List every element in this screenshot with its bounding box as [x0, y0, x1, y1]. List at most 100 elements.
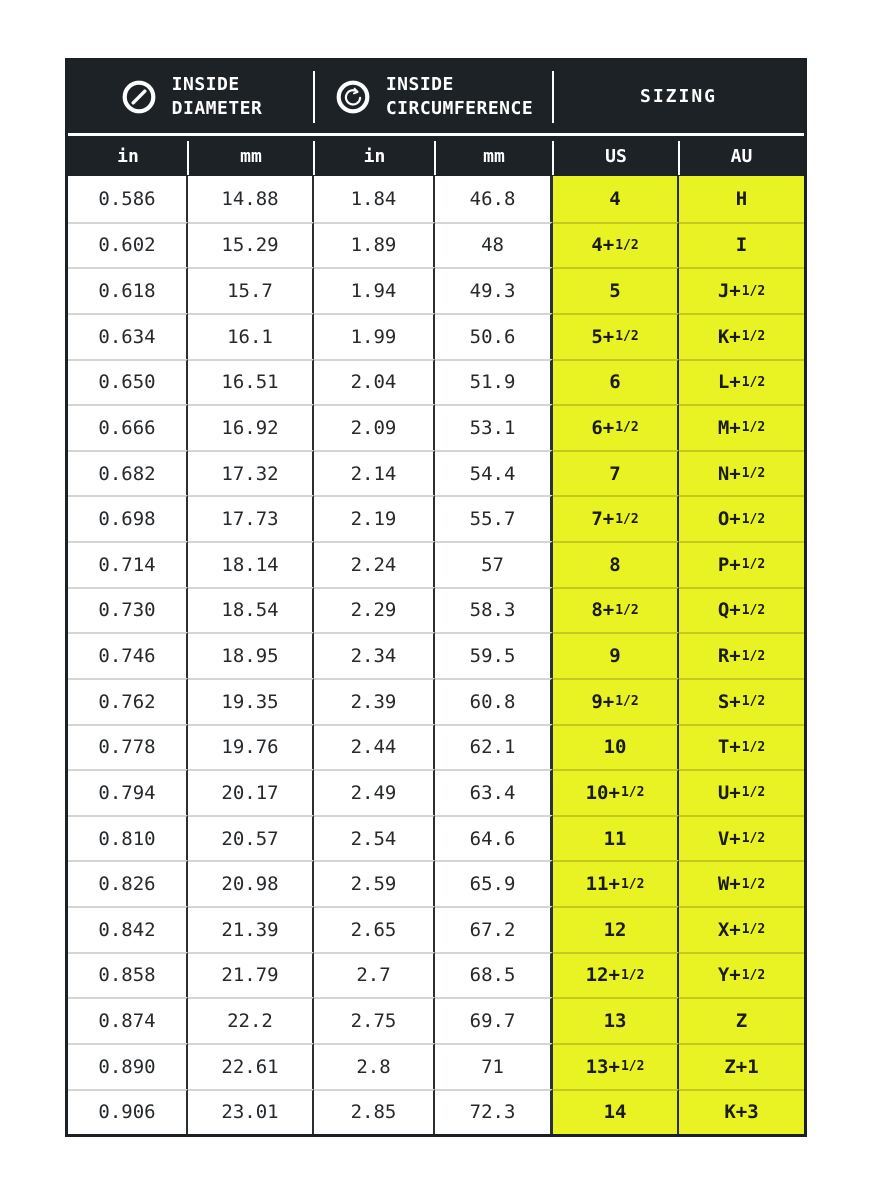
cell-inside-diameter-in: 0.730 [68, 586, 189, 633]
cell-inside-circumference-in: 2.8 [313, 1042, 435, 1089]
cell-us-size: 8 [553, 541, 680, 587]
cell-us-size: 10+ 1/2 [553, 769, 680, 815]
cell-au-size: O+ 1/2 [679, 495, 804, 541]
cell-inside-diameter-mm: 16.1 [188, 312, 314, 359]
cell-us-size: 5 [553, 267, 680, 313]
cell-au-size: I [679, 221, 804, 268]
cell-au-size: K+ 1/2 [679, 312, 804, 359]
cell-inside-diameter-in: 0.650 [68, 358, 189, 405]
unit-label-circumference-in: in [314, 136, 437, 176]
table-row: 0.666 16.92 2.09 53.1 6+ 1/2 M+ 1/2 [68, 404, 804, 450]
cell-inside-diameter-in: 0.634 [68, 312, 189, 359]
cell-au-size: L+ 1/2 [679, 358, 804, 405]
table-row: 0.778 19.76 2.44 62.1 10 T+ 1/2 [68, 723, 804, 770]
cell-us-size: 6+ 1/2 [553, 404, 680, 450]
cell-inside-diameter-in: 0.874 [68, 997, 189, 1043]
cell-us-size: 9 [553, 632, 680, 678]
cell-au-size: V+ 1/2 [679, 814, 804, 861]
cell-inside-circumference-in: 2.44 [313, 723, 435, 770]
table-row: 0.842 21.39 2.65 67.2 12 X+ 1/2 [68, 906, 804, 952]
table-body: 0.586 14.88 1.84 46.8 4 H 0.602 15.29 1.… [68, 176, 804, 1135]
cell-inside-circumference-mm: 49.3 [435, 267, 554, 313]
header-group-label: INSIDE CIRCUMFERENCE [386, 73, 533, 122]
cell-us-size: 5+ 1/2 [553, 312, 680, 359]
table-row: 0.618 15.7 1.94 49.3 5 J+ 1/2 [68, 267, 804, 313]
cell-us-size: 11+ 1/2 [553, 860, 680, 906]
cell-us-size: 7+ 1/2 [553, 495, 680, 541]
cell-inside-diameter-mm: 19.35 [188, 677, 314, 724]
cell-au-size: T+ 1/2 [679, 723, 804, 770]
cell-inside-diameter-mm: 21.39 [188, 906, 314, 952]
cell-inside-diameter-mm: 20.98 [188, 860, 314, 906]
cell-au-size: Z+1 [679, 1042, 804, 1089]
cell-inside-circumference-in: 1.84 [314, 176, 435, 222]
cell-inside-circumference-mm: 69.7 [435, 997, 554, 1043]
cell-inside-circumference-mm: 60.8 [435, 677, 554, 724]
cell-us-size: 12+ 1/2 [553, 951, 680, 998]
cell-inside-circumference-mm: 67.2 [435, 906, 554, 952]
cell-inside-diameter-in: 0.858 [68, 951, 189, 998]
cell-inside-diameter-mm: 17.73 [188, 495, 314, 541]
cell-us-size: 13+ 1/2 [553, 1042, 680, 1089]
cell-inside-circumference-mm: 64.6 [435, 814, 554, 861]
table-row: 0.794 20.17 2.49 63.4 10+ 1/2 U+ 1/2 [68, 769, 804, 815]
cell-au-size: J+ 1/2 [679, 267, 804, 313]
cell-inside-circumference-mm: 68.5 [435, 951, 554, 998]
cell-inside-circumference-in: 2.49 [313, 769, 435, 815]
cell-inside-circumference-mm: 58.3 [435, 586, 554, 633]
table-row: 0.874 22.2 2.75 69.7 13 Z [68, 997, 804, 1043]
header-group-label: INSIDE DIAMETER [172, 73, 263, 122]
cell-inside-diameter-in: 0.618 [68, 267, 189, 313]
cell-inside-circumference-in: 2.54 [313, 814, 435, 861]
cell-inside-diameter-mm: 18.14 [188, 541, 314, 587]
table-row: 0.650 16.51 2.04 51.9 6 L+ 1/2 [68, 358, 804, 405]
header-label-line2: DIAMETER [171, 98, 263, 119]
cell-inside-circumference-mm: 71 [435, 1042, 554, 1089]
cell-inside-circumference-mm: 65.9 [435, 860, 554, 906]
cell-au-size: M+ 1/2 [679, 404, 804, 450]
units-row: in mm in mm US AU [68, 136, 804, 176]
cell-au-size: S+ 1/2 [679, 677, 804, 724]
header-label-line2: CIRCUMFERENCE [385, 98, 534, 119]
cell-inside-diameter-mm: 19.76 [188, 723, 314, 770]
table-row: 0.858 21.79 2.7 68.5 12+ 1/2 Y+ 1/2 [68, 951, 804, 998]
table-row: 0.634 16.1 1.99 50.6 5+ 1/2 K+ 1/2 [68, 312, 804, 359]
table-row: 0.714 18.14 2.24 57 8 P+ 1/2 [68, 541, 804, 587]
cell-inside-diameter-mm: 15.7 [188, 267, 314, 313]
cell-inside-circumference-mm: 50.6 [435, 312, 554, 359]
header-label-line1: INSIDE [385, 73, 454, 95]
cell-inside-circumference-mm: 55.7 [435, 495, 554, 541]
cell-inside-circumference-in: 2.09 [313, 404, 435, 450]
cell-inside-circumference-in: 2.59 [313, 860, 435, 906]
table-header: INSIDE DIAMETER INSIDE CIRCUMF [68, 61, 804, 176]
cell-au-size: Z [679, 997, 804, 1043]
cell-au-size: K+3 [679, 1088, 804, 1135]
table-row: 0.730 18.54 2.29 58.3 8+ 1/2 Q+ 1/2 [68, 586, 804, 633]
cell-inside-circumference-in: 2.34 [313, 632, 435, 678]
cell-inside-circumference-mm: 51.9 [435, 358, 554, 405]
inside-circumference-icon [334, 78, 372, 116]
cell-au-size: H [679, 176, 804, 222]
cell-inside-circumference-in: 2.7 [313, 951, 435, 998]
table-row: 0.746 18.95 2.34 59.5 9 R+ 1/2 [68, 632, 804, 678]
cell-inside-circumference-mm: 53.1 [435, 404, 554, 450]
unit-label-us: US [553, 136, 680, 176]
cell-inside-circumference-in: 2.85 [313, 1088, 435, 1135]
cell-inside-circumference-mm: 46.8 [435, 176, 554, 222]
ring-size-chart: INSIDE DIAMETER INSIDE CIRCUMF [65, 58, 807, 1137]
cell-inside-diameter-in: 0.586 [68, 176, 189, 222]
cell-inside-diameter-in: 0.810 [68, 814, 189, 861]
cell-us-size: 4 [553, 176, 680, 222]
cell-us-size: 6 [553, 358, 680, 405]
unit-label-diameter-mm: mm [188, 136, 315, 176]
cell-au-size: Q+ 1/2 [679, 586, 804, 633]
inside-diameter-icon [120, 78, 158, 116]
cell-inside-diameter-in: 0.682 [68, 449, 189, 496]
unit-label-au: AU [730, 145, 753, 167]
cell-us-size: 12 [553, 906, 680, 952]
cell-us-size: 8+ 1/2 [553, 586, 680, 633]
cell-au-size: X+ 1/2 [679, 906, 804, 952]
cell-inside-diameter-mm: 20.57 [188, 814, 314, 861]
cell-us-size: 13 [553, 997, 680, 1043]
cell-inside-circumference-mm: 48 [435, 221, 554, 268]
